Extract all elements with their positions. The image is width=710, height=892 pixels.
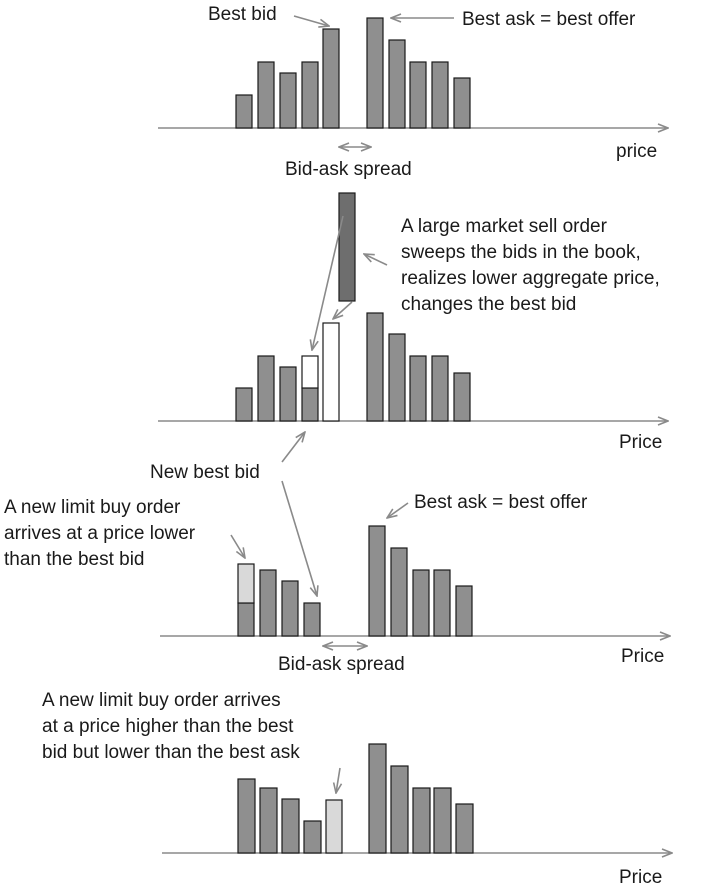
new-order-line: A new limit buy order — [4, 497, 181, 518]
bid-bar — [281, 580, 299, 637]
panel-market-sell-order: Price A large market sell order sweeps t… — [158, 192, 668, 453]
new-best-bid-bar — [303, 602, 321, 637]
new-limit-buy-bar — [237, 563, 255, 604]
sell-order-line: A large market sell order — [401, 216, 608, 237]
ask-bar — [390, 765, 409, 854]
new-order-line: bid but lower than the best ask — [42, 742, 300, 763]
ask-bar — [453, 372, 471, 422]
sell-order-line: changes the best bid — [401, 294, 576, 315]
best-ask-bar — [368, 743, 387, 854]
new-order-line: arrives at a price lower — [4, 523, 196, 544]
axis-label: price — [616, 141, 657, 162]
best-bid-bar-executed — [322, 322, 340, 422]
bid-bars — [237, 778, 343, 854]
ask-bar — [366, 312, 384, 422]
panel-limit-buy-below: Price New best bid A new limit buy order… — [4, 432, 670, 675]
bid-bars — [237, 563, 321, 637]
new-limit-buy-bar — [325, 799, 343, 854]
ask-bar — [433, 787, 452, 854]
new-best-bid-arrow-down — [281, 480, 317, 596]
best-ask-label: Best ask = best offer — [462, 9, 636, 30]
ask-bars — [366, 312, 471, 422]
sweep-arrow — [312, 215, 344, 350]
spread-label: Bid-ask spread — [278, 654, 405, 675]
ask-bars — [366, 17, 471, 129]
bid-bar — [235, 387, 253, 422]
bid-bar — [281, 798, 300, 854]
new-order-arrow — [336, 767, 340, 793]
ask-bar — [431, 355, 449, 422]
spread-label: Bid-ask spread — [285, 159, 412, 180]
best-ask-bar — [368, 525, 386, 637]
ask-bar — [412, 569, 430, 637]
best-bid-bar — [322, 28, 340, 129]
best-ask-arrow — [387, 502, 409, 518]
bid-bar — [237, 778, 256, 854]
ask-bar — [409, 355, 427, 422]
bid-bar — [257, 61, 275, 129]
new-order-text: A new limit buy order arrives at a price… — [4, 497, 200, 570]
sell-order-arrow — [364, 254, 388, 266]
ask-bar — [388, 39, 406, 129]
panel-limit-buy-inside-spread: Price A new limit buy order arrives at a… — [42, 690, 672, 888]
best-bid-arrow — [293, 15, 329, 26]
new-order-line: A new limit buy order arrives — [42, 690, 281, 711]
sell-order-text: A large market sell order sweeps the bid… — [401, 216, 665, 315]
bid-bar — [257, 355, 275, 422]
bid-bar-remaining — [301, 387, 319, 422]
ask-bar — [390, 547, 408, 637]
bid-bar — [279, 366, 297, 422]
bid-bars — [235, 322, 340, 422]
ask-bars — [368, 525, 473, 637]
axis-label: Price — [619, 867, 662, 888]
sweep-arrow — [333, 301, 353, 319]
best-ask-bar — [366, 17, 384, 129]
panel-initial-book: price Best bid Best ask = best offer Bid… — [158, 4, 668, 180]
ask-bar — [412, 787, 431, 854]
new-best-bid-arrow-up — [281, 432, 305, 463]
sell-order-line: realizes lower aggregate price, — [401, 268, 660, 289]
ask-bar — [455, 803, 474, 854]
bid-bars — [235, 28, 340, 129]
ask-bar — [388, 333, 406, 422]
ask-bar — [409, 61, 427, 129]
new-order-line: than the best bid — [4, 549, 145, 570]
axis-label: Price — [621, 646, 664, 667]
best-bid-label: Best bid — [208, 4, 277, 25]
sell-order-line: sweeps the bids in the book, — [401, 242, 641, 263]
new-order-line: at a price higher than the best — [42, 716, 294, 737]
bid-bar — [303, 820, 322, 854]
bid-bar — [259, 569, 277, 637]
bid-bar — [279, 72, 297, 129]
ask-bar — [433, 569, 451, 637]
bid-bar — [259, 787, 278, 854]
new-order-text: A new limit buy order arrives at a price… — [42, 690, 300, 763]
axis-label: Price — [619, 432, 662, 453]
bid-bar-existing — [237, 602, 255, 637]
new-best-bid-label: New best bid — [150, 462, 260, 483]
bid-bar — [301, 61, 319, 129]
ask-bar — [455, 585, 473, 637]
bid-bar — [235, 94, 253, 129]
bid-bar-executed — [301, 355, 319, 389]
ask-bars — [368, 743, 474, 854]
ask-bar — [453, 77, 471, 129]
new-order-arrow — [230, 534, 245, 558]
ask-bar — [431, 61, 449, 129]
best-ask-label: Best ask = best offer — [414, 492, 588, 513]
market-sell-order-bar — [338, 192, 356, 302]
